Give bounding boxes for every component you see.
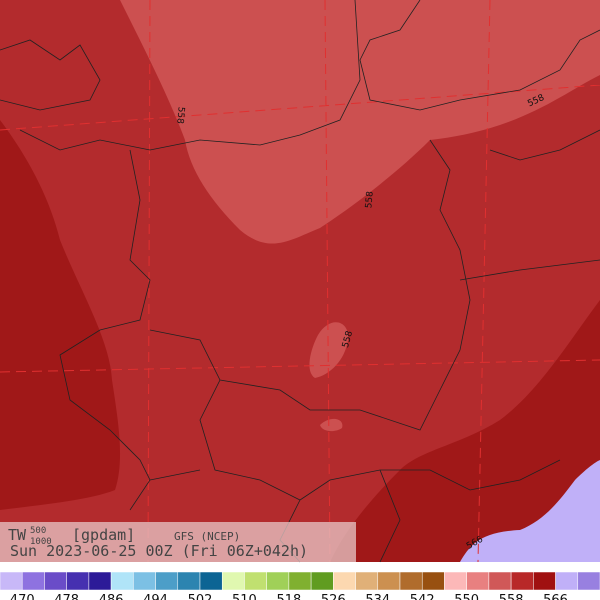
- grid-lines: [0, 0, 600, 563]
- colorbar-swatch: [288, 571, 312, 591]
- colorbar-swatch: [88, 571, 112, 591]
- colorbar-label: 470: [10, 593, 35, 600]
- colorbar-swatch: [266, 571, 290, 591]
- dark-region-west: [0, 120, 121, 510]
- colorbar-swatch: [355, 571, 379, 591]
- colorbar-swatch: [444, 571, 467, 591]
- colorbar-swatch: [244, 571, 267, 591]
- colorbar-swatch: [21, 571, 45, 591]
- colorbar-label: 534: [365, 593, 390, 600]
- colorbar-swatch: [533, 571, 556, 591]
- colorbar-swatch: [488, 571, 512, 591]
- contour-label: 558: [341, 330, 355, 349]
- colorbar-swatch: [399, 571, 423, 591]
- colorbar-label: 494: [143, 593, 168, 600]
- model: GFS (NCEP): [174, 530, 240, 543]
- colorbar-swatch: [155, 571, 179, 591]
- colorbar-swatch: [510, 571, 534, 591]
- colorbar-label: 542: [410, 593, 435, 600]
- colorbar-swatch: [466, 571, 490, 591]
- contour-label: 558: [364, 191, 375, 209]
- cold-region: [460, 460, 600, 562]
- light-blob: [309, 322, 349, 378]
- colorbar-swatch: [555, 571, 579, 591]
- colorbar-label: 518: [276, 593, 301, 600]
- colorbar-swatch: [110, 571, 134, 591]
- colorbar-label: 566: [543, 593, 568, 600]
- header-box: [0, 522, 356, 562]
- colorbar-swatch: [377, 571, 401, 591]
- contour-label: 558: [174, 106, 185, 124]
- colorbar-label: 550: [454, 593, 479, 600]
- units: [gpdam]: [72, 526, 135, 544]
- lower-level: 1000: [30, 537, 52, 547]
- colorbar-swatch: [44, 571, 67, 591]
- colorbar-swatch: [133, 571, 156, 591]
- colorbar-swatch: [66, 571, 90, 591]
- colorbar-label: 526: [321, 593, 346, 600]
- colorbar-swatch: [577, 571, 600, 591]
- light-blob: [320, 418, 343, 432]
- colorbar-label: 478: [54, 593, 79, 600]
- valid-time: Sun 2023-06-25 00Z (Fri 06Z+042h): [10, 542, 308, 560]
- colorbar-label: 558: [499, 593, 524, 600]
- colorbar-swatch: [177, 571, 201, 591]
- dark-region-southeast: [330, 300, 600, 562]
- colorbar-swatch: [333, 571, 356, 591]
- colorbar-label: 510: [232, 593, 257, 600]
- light-region: [120, 0, 600, 244]
- colorbar-swatch: [221, 571, 245, 591]
- field-name: TW: [8, 526, 27, 544]
- colorbar-swatch: [199, 571, 223, 591]
- colorbar-label: 486: [99, 593, 124, 600]
- colorbar-swatch: [0, 571, 23, 591]
- colorbar-swatch: [421, 571, 445, 591]
- colorbar-swatch: [310, 571, 334, 591]
- upper-level: 500: [30, 526, 46, 536]
- colorbar: 470 478 486 494 502 510 518 526 534 542 550 558 566: [0, 571, 600, 600]
- colorbar-label: 502: [188, 593, 213, 600]
